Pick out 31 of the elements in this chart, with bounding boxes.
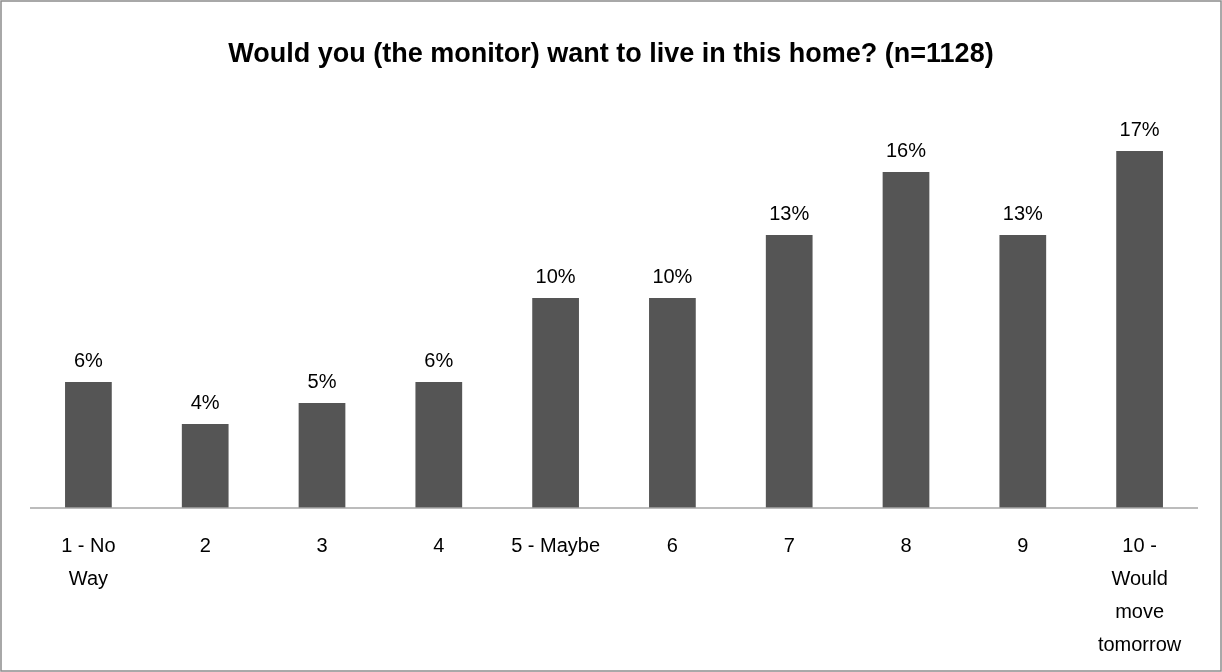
bar <box>1116 151 1163 508</box>
bar <box>415 382 463 508</box>
x-tick-label: 9 <box>1017 534 1029 556</box>
x-tick-label: 7 <box>783 534 795 556</box>
data-label: 16% <box>885 139 927 161</box>
bar <box>65 382 112 508</box>
bar <box>298 403 346 508</box>
data-label: 4% <box>190 391 220 413</box>
data-label: 6% <box>424 349 454 371</box>
data-label: 10% <box>652 265 693 287</box>
x-tick-label: 2 <box>199 534 211 556</box>
data-label: 13% <box>1002 202 1044 224</box>
bar <box>532 298 579 508</box>
x-tick-label: 10 - Would move tomorrow <box>1097 534 1182 655</box>
data-label: 6% <box>73 349 104 371</box>
x-tick-label: 6 <box>666 534 678 556</box>
chart-title: Would you (the monitor) want to live in this home? (n=1128) <box>228 38 994 68</box>
bar <box>765 235 813 508</box>
data-label: 17% <box>1119 118 1160 140</box>
data-label: 10% <box>535 265 576 287</box>
data-label: 5% <box>307 370 337 392</box>
x-tick-label: 1 - No Way <box>61 534 116 589</box>
bar <box>882 172 930 508</box>
bar <box>649 298 696 508</box>
bar <box>999 235 1047 508</box>
x-tick-label: 8 <box>900 534 912 556</box>
x-tick-label: 5 - Maybe <box>511 534 601 556</box>
x-tick-label: 4 <box>433 534 445 556</box>
x-tick-label: 3 <box>316 534 328 556</box>
bar <box>181 424 229 508</box>
data-label: 13% <box>769 202 810 224</box>
